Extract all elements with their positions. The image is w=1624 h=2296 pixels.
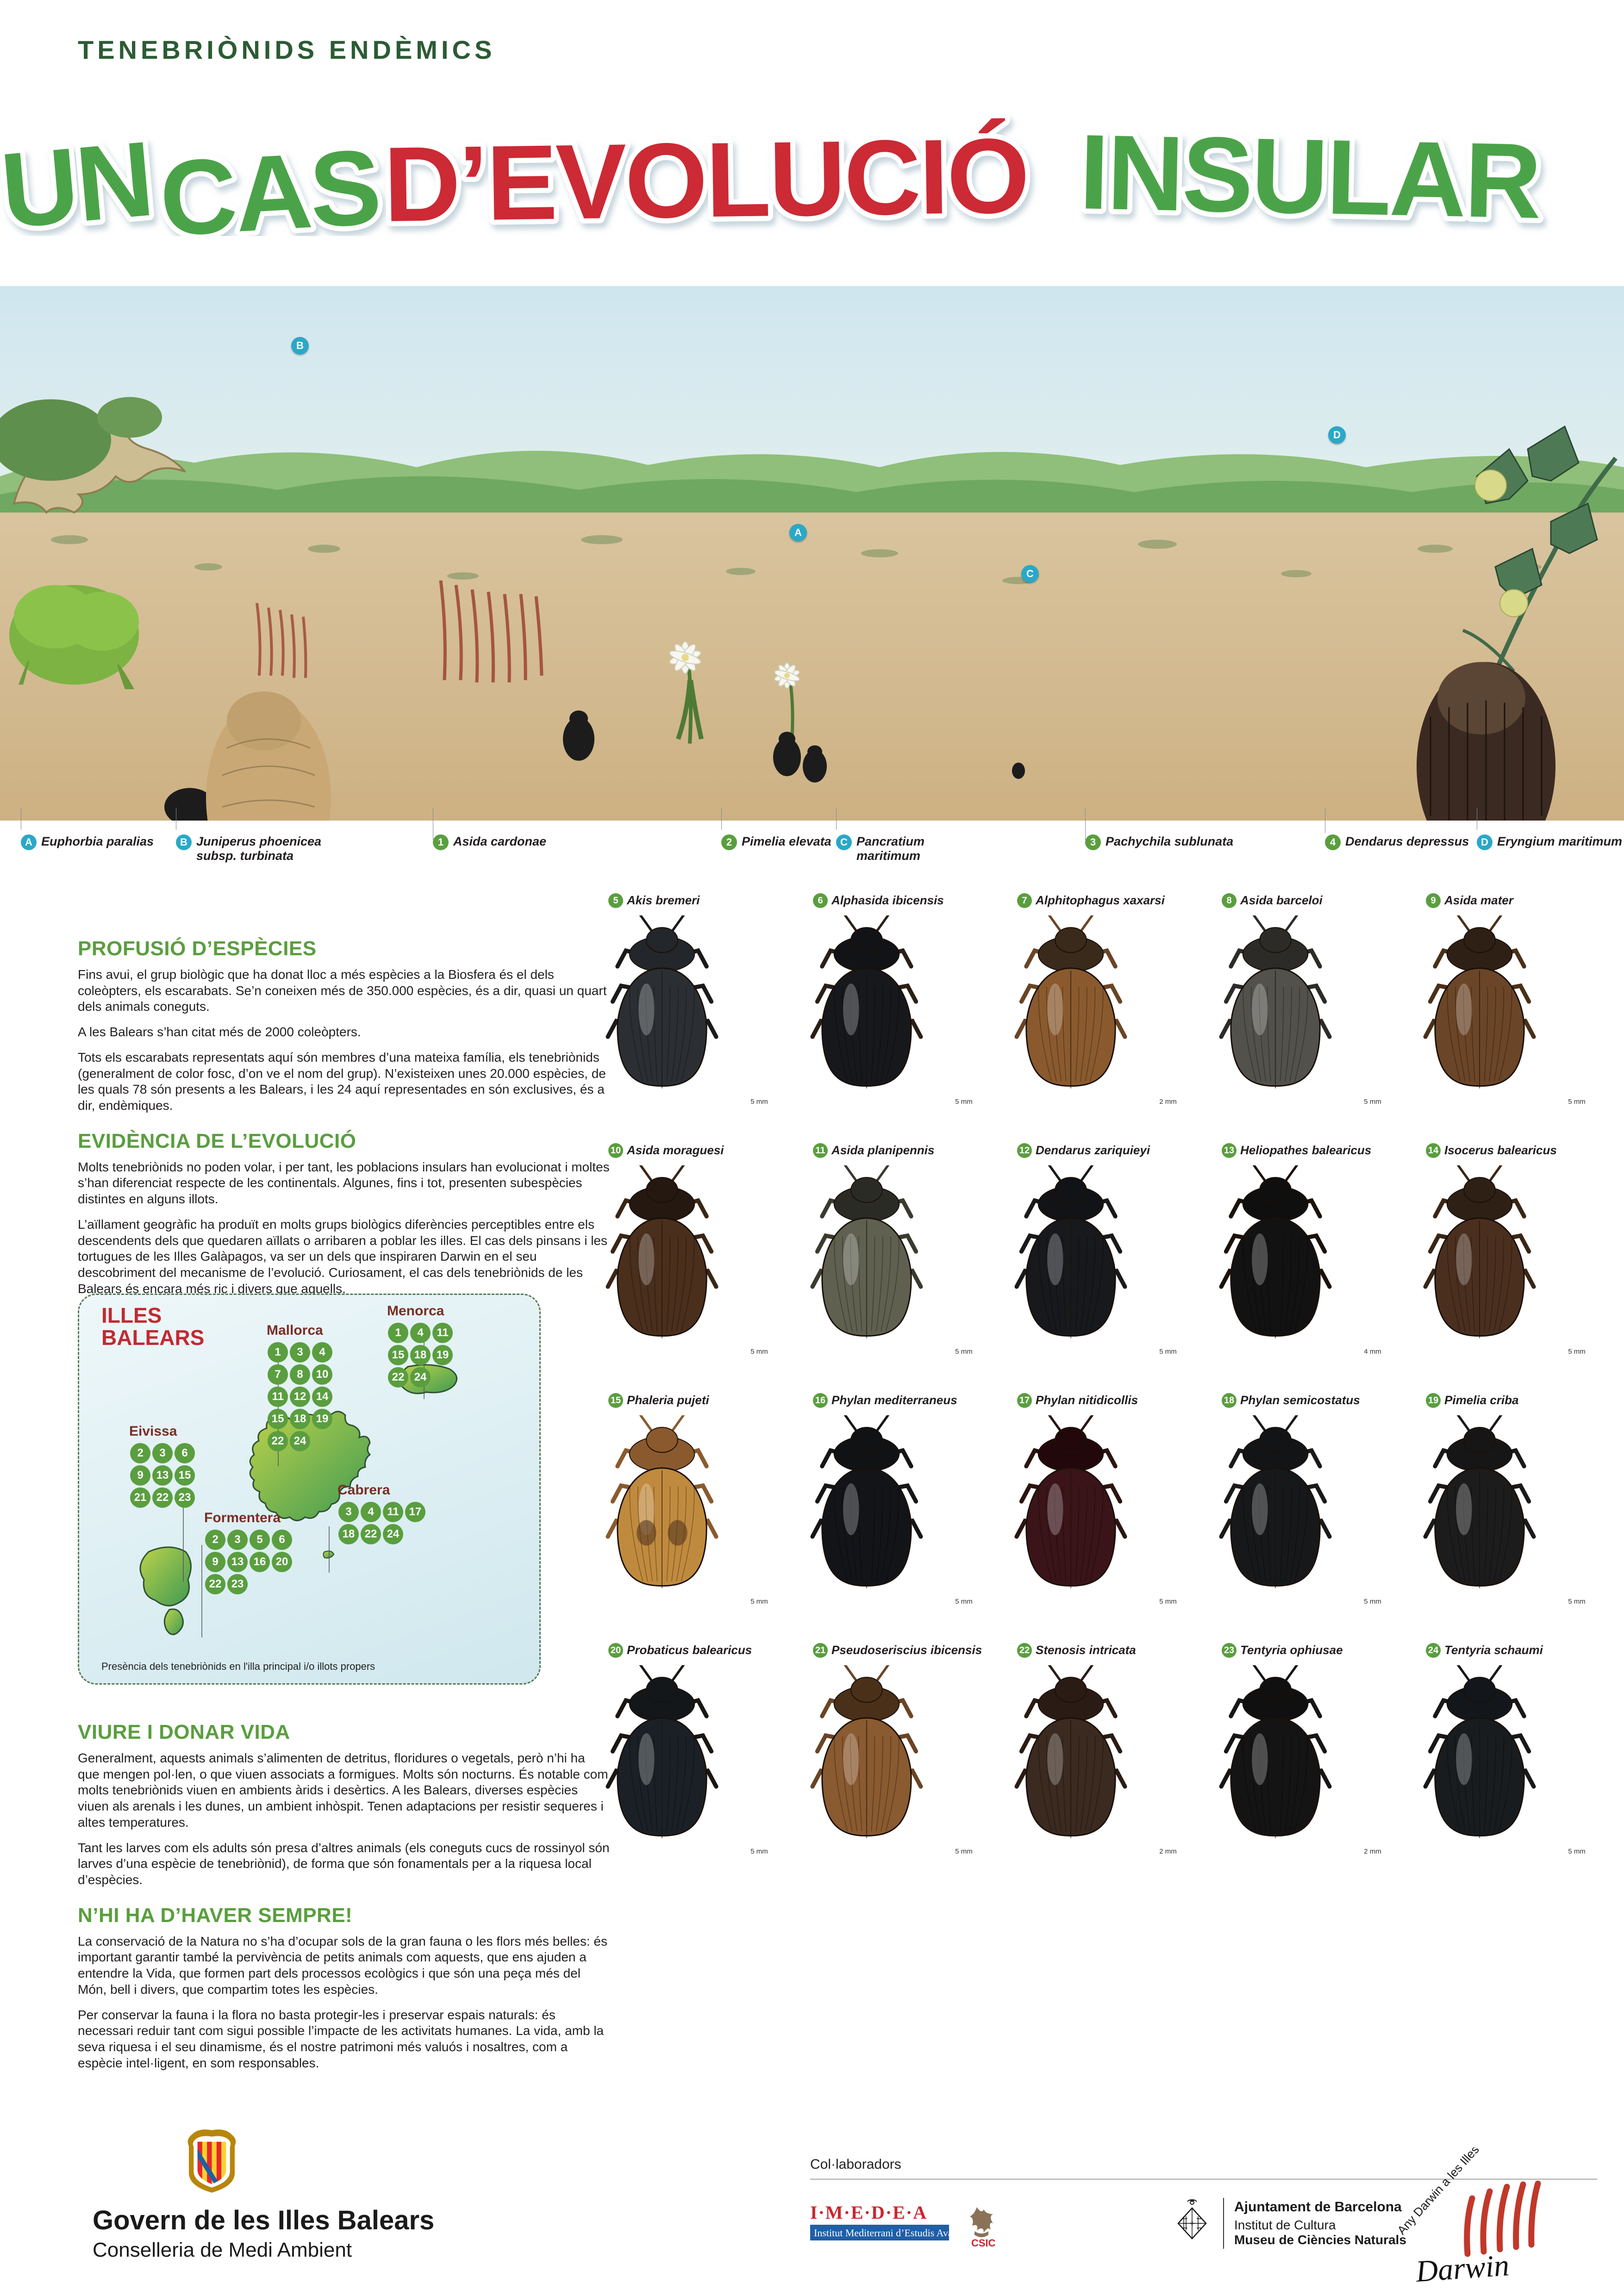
svg-text:Any Darwin a les Illes Balears: Any Darwin a les Illes Balears [1398,2147,1512,2237]
svg-text:UN: UN [0,119,156,236]
svg-text:INSULAR: INSULAR [1078,112,1541,236]
svg-text:D’EVOLUCIÓ: D’EVOLUCIÓ [383,116,1029,236]
svg-text:Darwin: Darwin [1414,2248,1510,2289]
svg-text:CAS: CAS [156,127,382,236]
svg-text:Institut Mediterrani d’Estudis: Institut Mediterrani d’Estudis Avançats [814,2227,974,2239]
svg-text:CSIC: CSIC [971,2237,996,2249]
svg-text:I·M·E·D·E·A: I·M·E·D·E·A [810,2202,927,2223]
